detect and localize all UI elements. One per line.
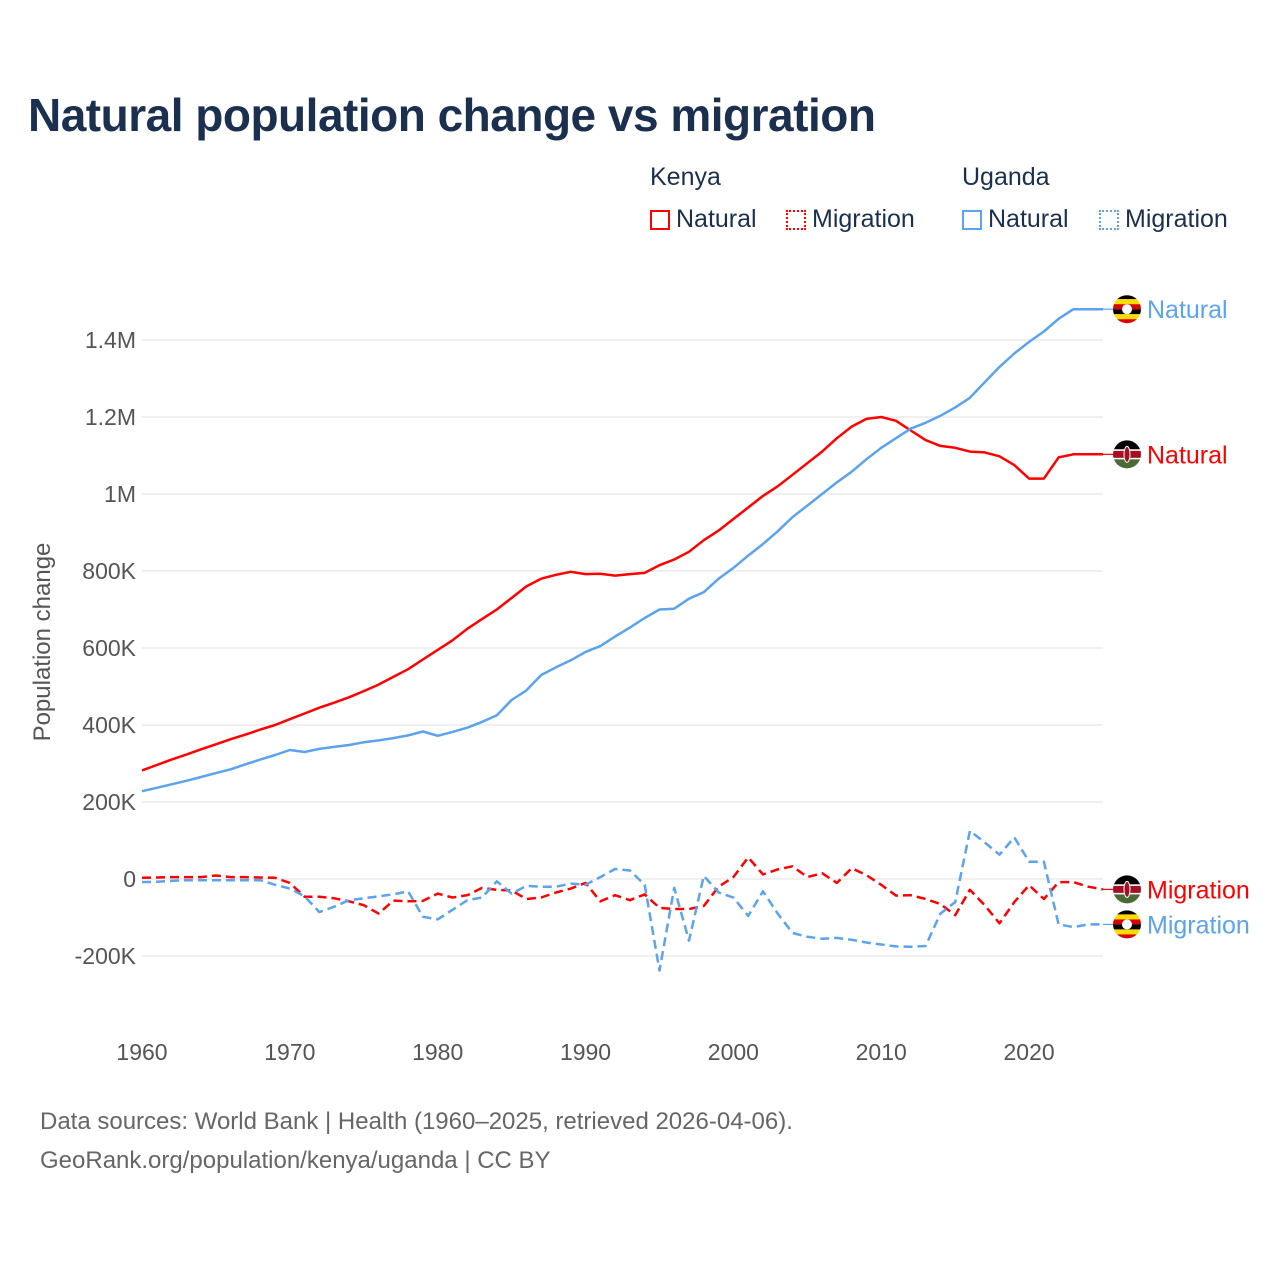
- shield-icon: [1123, 880, 1131, 898]
- x-axis-ticks: 1960 1970 1980 1990 2000 2010 2020: [116, 1039, 1054, 1065]
- y-tick-label: 1M: [104, 481, 136, 507]
- end-labels: Natural Migration Natural Migration: [1113, 295, 1250, 939]
- legend-label: Natural: [988, 205, 1069, 233]
- y-tick-label: 800K: [82, 558, 136, 584]
- legend-swatch-solid: [650, 209, 670, 230]
- series-line-uganda-migration: [141, 829, 1103, 972]
- gridlines: [142, 339, 1103, 957]
- legend-label: Natural: [676, 205, 757, 233]
- y-tick-label: 0: [123, 866, 136, 892]
- flag-stripe: [1113, 914, 1141, 920]
- flag-stripe: [1113, 440, 1141, 450]
- kenya-flag-icon: [1113, 440, 1141, 469]
- flag-emblem: [1122, 304, 1132, 315]
- legend-kenya-migration[interactable]: Migration: [786, 205, 915, 234]
- series-line-uganda-natural: [141, 307, 1103, 793]
- series-line-kenya-natural: [141, 415, 1103, 772]
- x-tick-label: 1970: [264, 1039, 315, 1065]
- flag-stripe: [1113, 459, 1141, 469]
- y-tick-label: 200K: [82, 789, 136, 815]
- y-tick-label: 400K: [82, 712, 136, 738]
- legend-swatch-dotted: [1099, 209, 1119, 230]
- footer-link[interactable]: GeoRank.org/population/kenya/uganda | CC…: [40, 1147, 551, 1174]
- flag-clip: [1113, 875, 1141, 904]
- legend-label: Migration: [1125, 205, 1228, 233]
- y-axis-label: Population change: [29, 543, 56, 742]
- end-label-kenya-migration: Migration: [1147, 876, 1250, 904]
- end-label-uganda-natural: Natural: [1147, 296, 1228, 324]
- flag-clip: [1113, 910, 1141, 939]
- flag-stripe: [1113, 875, 1141, 885]
- y-axis-ticks: -200K 0 200K 400K 600K 800K 1M 1.2M 1.4M: [75, 327, 137, 969]
- flag-stripe: [1113, 929, 1141, 935]
- uganda-flag-icon: [1113, 295, 1141, 324]
- end-label-uganda-migration: Migration: [1147, 911, 1250, 939]
- flag-stripe: [1113, 934, 1141, 939]
- flag-stripe: [1113, 894, 1141, 904]
- legend-uganda-natural[interactable]: Natural: [962, 205, 1069, 234]
- kenya-flag-icon: [1113, 875, 1141, 904]
- flag-stripe: [1113, 314, 1141, 320]
- legend-group-uganda: Uganda: [962, 163, 1050, 191]
- series-lines: [141, 307, 1113, 972]
- footer-sources: Data sources: World Bank | Health (1960–…: [40, 1108, 793, 1135]
- legend-uganda-migration[interactable]: Migration: [1099, 205, 1228, 234]
- legend-swatch-dotted: [786, 209, 806, 230]
- y-tick-label: 1.4M: [85, 327, 136, 353]
- shield-icon: [1123, 445, 1131, 463]
- flag-stripe: [1113, 319, 1141, 324]
- flag-emblem: [1122, 919, 1132, 930]
- y-tick-label: 600K: [82, 635, 136, 661]
- y-tick-label: 1.2M: [85, 404, 136, 430]
- x-tick-label: 1990: [560, 1039, 611, 1065]
- flag-clip: [1113, 440, 1141, 469]
- x-tick-label: 2010: [856, 1039, 907, 1065]
- y-tick-label: -200K: [75, 943, 137, 969]
- flag-stripe: [1113, 910, 1141, 915]
- legend-label: Migration: [812, 205, 915, 233]
- legend-swatch-solid: [962, 209, 982, 230]
- legend-group-kenya: Kenya: [650, 163, 721, 191]
- x-tick-label: 2020: [1003, 1039, 1054, 1065]
- x-tick-label: 1980: [412, 1039, 463, 1065]
- chart-title: Natural population change vs migration: [28, 89, 876, 141]
- x-tick-label: 1960: [116, 1039, 167, 1065]
- uganda-flag-icon: [1113, 910, 1141, 939]
- x-tick-label: 2000: [708, 1039, 759, 1065]
- flag-clip: [1113, 295, 1141, 324]
- flag-stripe: [1113, 295, 1141, 300]
- flag-stripe: [1113, 299, 1141, 305]
- end-label-kenya-natural: Natural: [1147, 441, 1228, 469]
- legend-kenya-natural[interactable]: Natural: [650, 205, 757, 234]
